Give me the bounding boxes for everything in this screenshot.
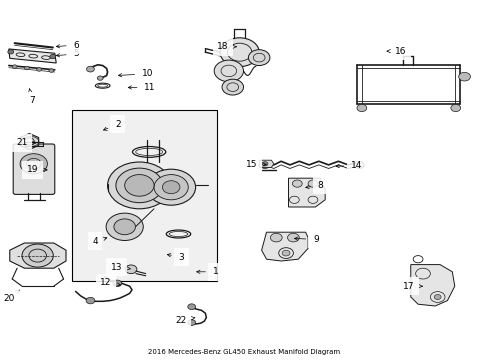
Text: 10: 10 xyxy=(118,69,153,78)
Bar xyxy=(72,110,216,281)
Circle shape xyxy=(49,69,54,72)
Text: 6: 6 xyxy=(56,40,79,49)
Text: 8: 8 xyxy=(305,181,323,190)
Polygon shape xyxy=(261,232,307,261)
Polygon shape xyxy=(259,160,273,167)
Text: 9: 9 xyxy=(294,235,318,244)
Text: 2016 Mercedes-Benz GL450 Exhaust Manifold Diagram: 2016 Mercedes-Benz GL450 Exhaust Manifol… xyxy=(148,348,340,355)
Circle shape xyxy=(220,38,259,67)
Circle shape xyxy=(24,66,29,70)
Circle shape xyxy=(287,233,299,242)
Circle shape xyxy=(162,181,180,194)
Text: 4: 4 xyxy=(92,237,106,246)
Polygon shape xyxy=(9,49,56,63)
Circle shape xyxy=(458,72,469,81)
Polygon shape xyxy=(288,178,325,207)
Text: 3: 3 xyxy=(167,253,184,262)
Text: 12: 12 xyxy=(100,278,120,287)
Text: 2: 2 xyxy=(103,120,121,130)
Circle shape xyxy=(106,213,143,240)
Text: 19: 19 xyxy=(26,165,47,174)
Circle shape xyxy=(354,161,364,168)
Circle shape xyxy=(214,60,243,82)
Circle shape xyxy=(124,175,154,196)
Circle shape xyxy=(187,304,195,310)
Circle shape xyxy=(262,162,267,166)
Circle shape xyxy=(50,54,56,59)
Text: 16: 16 xyxy=(386,46,406,55)
Text: 14: 14 xyxy=(335,161,362,170)
Circle shape xyxy=(292,180,302,187)
Circle shape xyxy=(114,219,135,235)
Circle shape xyxy=(12,65,17,68)
Text: 20: 20 xyxy=(3,290,19,302)
Circle shape xyxy=(282,250,289,256)
Circle shape xyxy=(125,265,137,274)
Text: 5: 5 xyxy=(56,49,79,58)
Circle shape xyxy=(222,79,243,95)
Text: 1: 1 xyxy=(196,267,218,276)
Circle shape xyxy=(20,154,47,174)
Polygon shape xyxy=(20,134,39,149)
Circle shape xyxy=(260,161,269,168)
Circle shape xyxy=(433,294,440,300)
Circle shape xyxy=(86,66,94,72)
Text: 21: 21 xyxy=(17,139,36,148)
Text: 7: 7 xyxy=(29,89,35,105)
Text: 13: 13 xyxy=(110,263,130,271)
Circle shape xyxy=(270,233,282,242)
Circle shape xyxy=(86,297,95,304)
Circle shape xyxy=(356,104,366,112)
Circle shape xyxy=(450,104,460,112)
Text: 15: 15 xyxy=(245,160,265,169)
Circle shape xyxy=(113,280,122,287)
Circle shape xyxy=(248,50,269,66)
Polygon shape xyxy=(410,265,454,306)
Text: 22: 22 xyxy=(175,316,194,325)
Circle shape xyxy=(8,50,14,54)
Circle shape xyxy=(154,175,188,200)
Text: 17: 17 xyxy=(402,282,422,291)
Circle shape xyxy=(307,180,317,187)
Circle shape xyxy=(37,68,41,71)
FancyBboxPatch shape xyxy=(13,144,55,194)
Circle shape xyxy=(107,162,171,209)
Circle shape xyxy=(146,169,195,205)
Circle shape xyxy=(116,168,163,203)
Polygon shape xyxy=(10,243,66,268)
Text: 11: 11 xyxy=(128,83,156,92)
Circle shape xyxy=(187,320,195,325)
Circle shape xyxy=(97,76,103,80)
Text: 18: 18 xyxy=(217,42,236,51)
Circle shape xyxy=(22,244,53,267)
